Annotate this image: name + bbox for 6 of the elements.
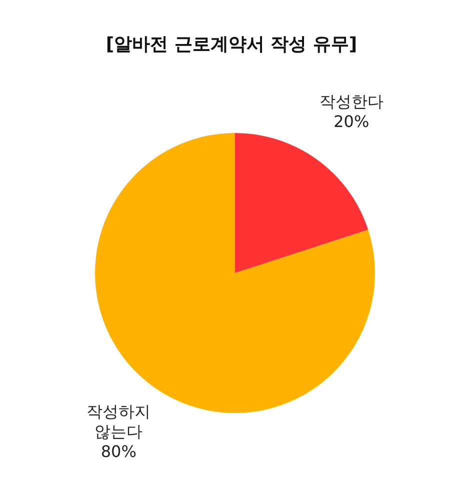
- pie-slice: [235, 133, 368, 273]
- slice-label: 작성한다: [319, 92, 384, 112]
- data-label: 20%: [334, 112, 370, 132]
- data-label: 80%: [100, 442, 136, 462]
- chart-title: [알바전 근로계약서 작성 유무]: [104, 33, 358, 56]
- slice-label: 작성하지 않는다: [86, 402, 151, 442]
